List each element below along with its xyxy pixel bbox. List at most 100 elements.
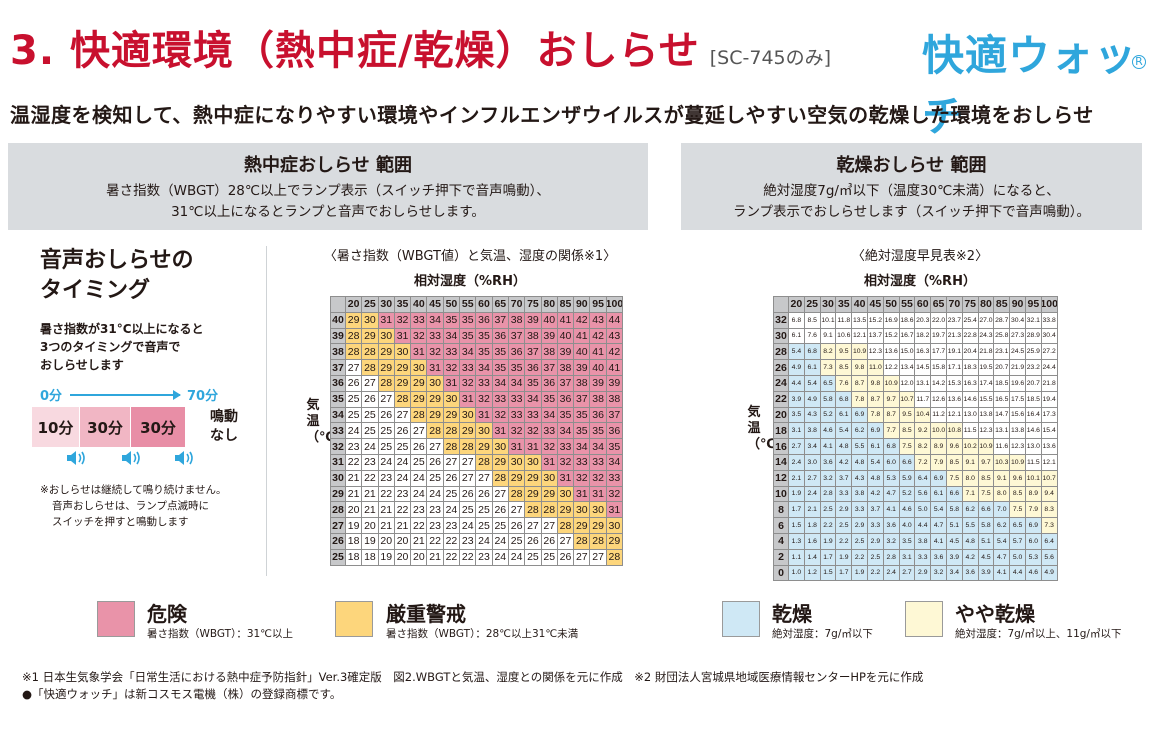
wbgt-cell: 34 [557,423,575,440]
wbgt-cell: 32 [590,470,607,487]
wbgt-cell: 33 [557,439,575,455]
ah-cell: 3.8 [804,423,821,440]
wbgt-cell: 29 [443,407,461,424]
wbgt-cell: 31 [574,486,591,503]
ah-cell: 2.2 [836,533,853,550]
ah-cell: 27.3 [1010,328,1026,345]
wbgt-cell: 25 [508,533,526,550]
ah-cell: 4.1 [994,565,1011,582]
ah-cell: 12.2 [883,360,900,376]
ah-cell: 13.8 [978,407,995,424]
ah-cell: 9.5 [899,407,916,424]
ah-cell: 5.7 [1010,533,1026,550]
ah-cell: 15.3 [946,375,963,392]
ah-cell: 5.8 [978,518,995,534]
ah-cell: 6.8 [836,391,853,408]
timing-note-line1: ※おしらせは継続して鳴り続けません。 [40,484,227,496]
ah-table: 20 25 30 35 40 45 50 55 60 65 70 75 80 85 90 95 100 32 6.8… [773,296,1058,582]
ah-cell: 4.8 [962,533,979,550]
table-corner-cell [774,297,789,313]
wbgt-cell: 34 [525,391,542,408]
wbgt-cell: 21 [427,549,444,566]
dry-panel-desc-2: ランプ表示でおしらせします（スイッチ押下で音声鳴動）。 [732,204,1091,220]
wbgt-cell: 28 [443,423,461,440]
ah-cell: 2.9 [867,533,884,550]
ah-cell: 12.3 [978,423,995,440]
ah-cell: 19.6 [1010,375,1026,392]
wbgt-cell: 31 [541,454,558,471]
speaker-icon [67,451,85,465]
ah-cell: 12.1 [852,328,868,345]
temp-header-cell: 2 [774,549,789,566]
ah-cell: 16.5 [994,391,1011,408]
temp-header-cell: 28 [331,502,346,519]
ah-cell: 5.1 [978,533,995,550]
wbgt-cell: 38 [606,391,624,408]
ah-cell: 8.5 [836,360,853,376]
temp-header-cell: 18 [774,423,789,440]
ah-cell: 24.5 [1010,344,1026,361]
ah-cell: 3.3 [867,518,884,534]
wbgt-cell: 27 [411,423,428,440]
wbgt-cell: 28 [411,407,428,424]
wbgt-cell: 37 [541,360,558,376]
ah-cell: 7.8 [852,391,868,408]
wbgt-cell: 29 [394,375,412,392]
ah-cell: 6.0 [883,454,900,471]
ah-cell: 4.8 [836,439,853,455]
wbgt-cell: 40 [590,360,607,376]
temp-header-cell: 14 [774,454,789,471]
wbgt-cell: 22 [443,533,461,550]
wbgt-cell: 28 [590,533,607,550]
wbgt-cell: 32 [394,312,412,329]
wbgt-cell: 31 [394,328,412,345]
ah-cell: 10.6 [836,328,853,345]
ah-cell: 3.6 [931,549,947,566]
ah-cell: 21.3 [946,328,963,345]
wbgt-cell: 31 [492,423,509,440]
ah-cell: 4.6 [899,502,916,519]
wbgt-cell: 36 [508,344,526,361]
ah-cell: 11.6 [994,439,1011,455]
ah-cell: 13.0 [1025,439,1042,455]
ah-cell: 2.1 [804,502,821,519]
ah-cell: 19.7 [931,328,947,345]
ah-cell: 4.9 [1041,565,1058,582]
wbgt-cell: 30 [411,360,428,376]
wbgt-cell: 37 [606,407,624,424]
ah-cell: 7.2 [915,454,932,471]
ah-cell: 10.3 [994,454,1011,471]
wbgt-cell: 27 [525,518,542,534]
humidity-header-cell: 80 [541,297,558,313]
ah-cell: 12.3 [1010,439,1026,455]
ah-cell: 10.7 [1041,470,1058,487]
wbgt-cell: 26 [492,502,509,519]
wbgt-cell: 23 [476,549,493,566]
ah-cell: 6.1 [789,328,805,345]
ah-cell: 6.6 [978,502,995,519]
ah-cell: 5.4 [836,423,853,440]
wbgt-cell: 26 [525,533,542,550]
temp-header-cell: 35 [331,391,346,408]
wbgt-cell: 25 [378,439,395,455]
ah-cell: 21.8 [1041,375,1058,392]
humidity-header-cell: 30 [378,297,395,313]
ah-cell: 3.7 [836,470,853,487]
ah-cell: 3.2 [931,565,947,582]
wbgt-cell: 30 [443,391,461,408]
ah-cell: 6.9 [867,423,884,440]
ah-cell: 14.6 [962,391,979,408]
temp-header-cell: 16 [774,439,789,455]
humidity-header-cell: 35 [836,297,853,313]
ah-cell: 5.6 [915,486,932,503]
wbgt-cell: 29 [606,533,624,550]
ah-cell: 4.5 [978,549,995,566]
wbgt-cell: 35 [541,391,558,408]
wbgt-cell: 34 [508,375,526,392]
ah-cell: 17.1 [946,360,963,376]
no-sound-line2: なし [210,428,238,444]
wbgt-cell: 27 [460,454,477,471]
wbgt-cell: 24 [508,549,526,566]
ah-cell: 4.6 [820,423,837,440]
wbgt-cell: 37 [525,344,542,361]
